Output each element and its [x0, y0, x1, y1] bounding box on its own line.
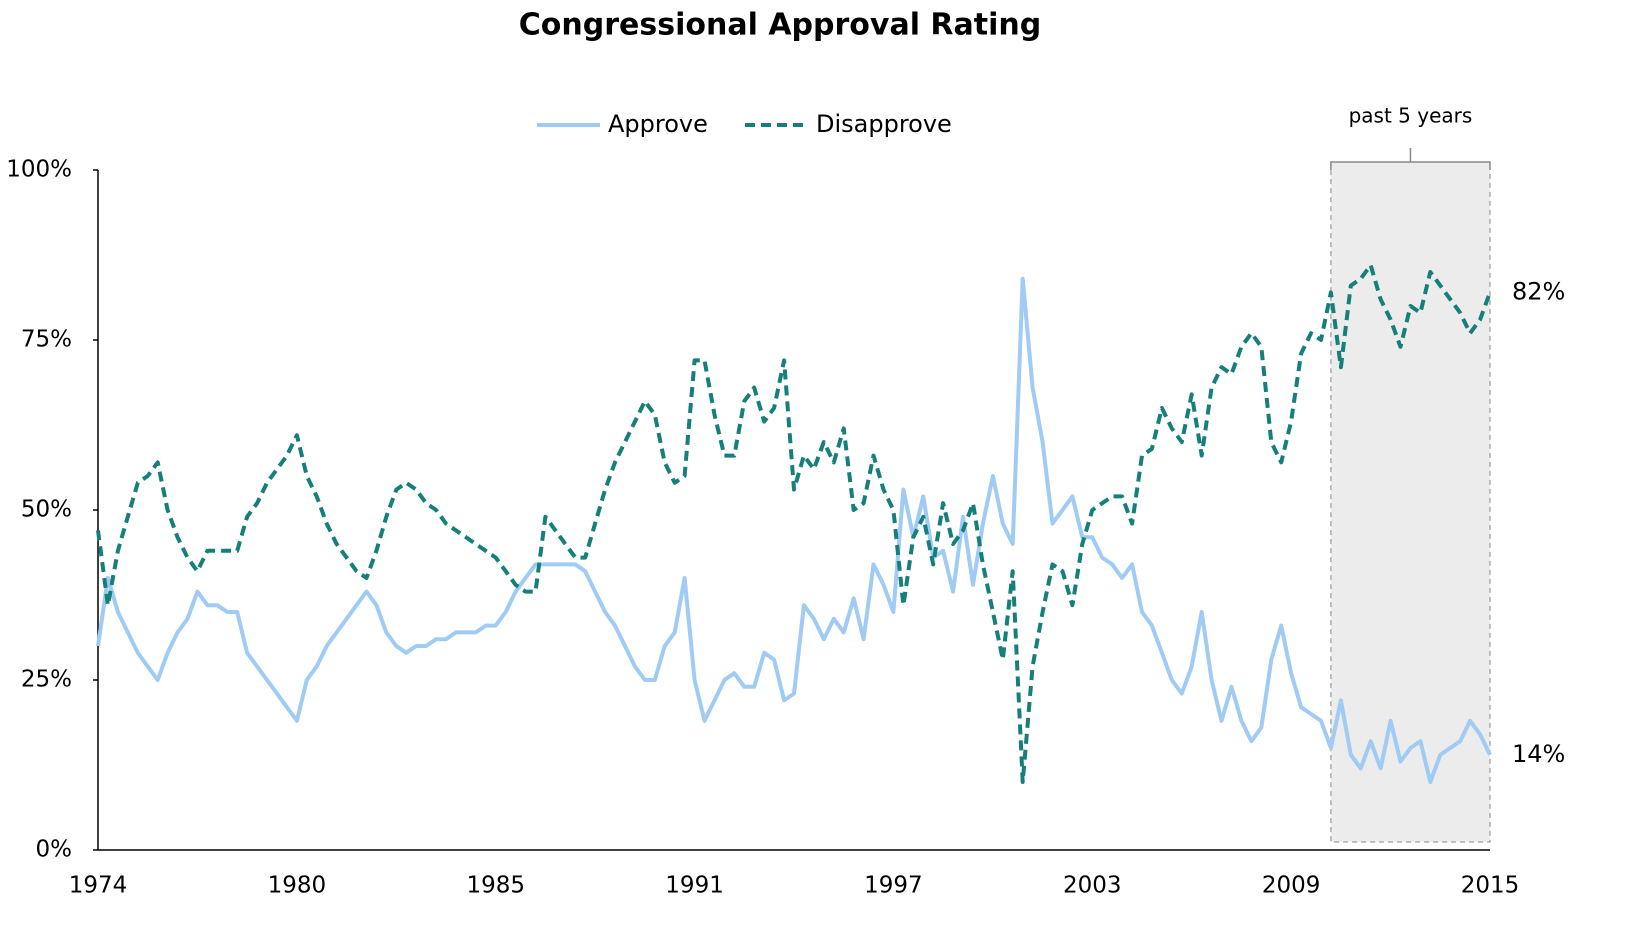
- x-tick-label: 2003: [1063, 873, 1122, 899]
- x-tick-label: 2009: [1262, 873, 1321, 899]
- x-tick-label: 1985: [466, 873, 525, 899]
- highlight-bracket: [1330, 148, 1491, 170]
- legend-label: Disapprove: [816, 110, 952, 138]
- y-tick-label: 50%: [21, 497, 72, 523]
- highlight-label: past 5 years: [1349, 104, 1473, 128]
- chart-title: Congressional Approval Rating: [519, 8, 1041, 43]
- legend-label: Approve: [608, 110, 708, 138]
- end-label: 14%: [1512, 740, 1565, 768]
- y-tick-label: 25%: [21, 667, 72, 693]
- series-line: [96, 276, 1492, 784]
- y-tick-label: 0%: [36, 837, 73, 863]
- x-tick-label: 1991: [665, 873, 724, 899]
- series-line: [96, 263, 1492, 784]
- y-tick-label: 100%: [6, 157, 72, 183]
- y-tick-label: 75%: [21, 327, 72, 353]
- x-tick-label: 1997: [864, 873, 923, 899]
- highlight-region: [1330, 161, 1491, 843]
- x-tick-label: 1980: [268, 873, 327, 899]
- end-label: 82%: [1512, 277, 1565, 305]
- x-tick-label: 2015: [1461, 873, 1520, 899]
- x-tick-label: 1974: [69, 873, 128, 899]
